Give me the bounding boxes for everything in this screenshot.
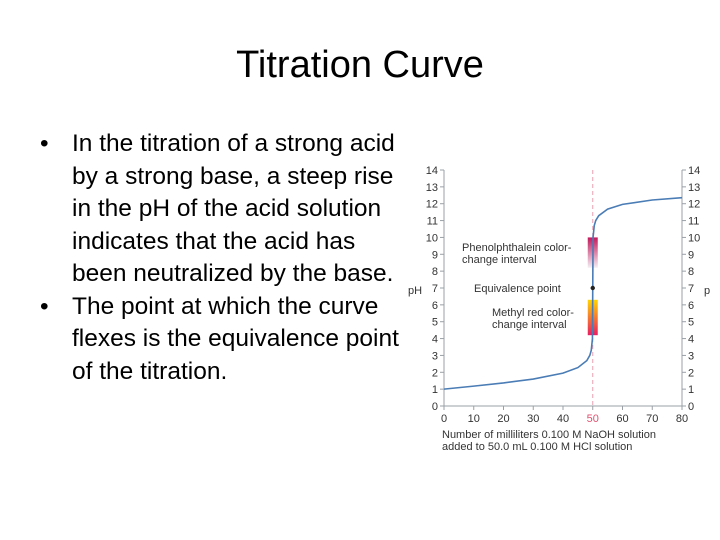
y-tick-label-left: 12 (426, 199, 438, 211)
x-tick-label: 60 (616, 413, 628, 425)
y-tick-label-left: 6 (432, 300, 438, 312)
y-tick-label-left: 5 (432, 317, 438, 329)
bullet-list: • In the titration of a strong acid by a… (40, 128, 410, 388)
x-tick-label: 10 (468, 413, 480, 425)
y-tick-label-left: 3 (432, 350, 438, 362)
phenolphthalein-label: Phenolphthalein color- (462, 242, 572, 254)
y-tick-label-left: 9 (432, 249, 438, 261)
phenolphthalein-label: change interval (462, 254, 537, 266)
y-tick-label-right: 12 (688, 199, 700, 211)
methyl-red-label: Methyl red color- (492, 307, 574, 319)
y-tick-label-right: 0 (688, 401, 694, 413)
y-tick-label-right: 7 (688, 283, 694, 295)
x-tick-label: 40 (557, 413, 569, 425)
bullet-text: The point at which the curve flexes is t… (72, 292, 399, 385)
x-tick-label: 20 (497, 413, 509, 425)
y-tick-label-left: 1 (432, 384, 438, 396)
y-tick-label-right: 14 (688, 165, 700, 177)
y-tick-label-right: 2 (688, 367, 694, 379)
x-tick-label: 70 (646, 413, 658, 425)
bullet-icon: • (40, 130, 49, 157)
y-tick-label-right: 10 (688, 232, 700, 244)
y-tick-label-right: 4 (688, 334, 694, 346)
y-tick-label-right: 9 (688, 249, 694, 261)
x-axis-label: Number of milliliters 0.100 M NaOH solut… (442, 429, 656, 441)
y-tick-label-right: 1 (688, 384, 694, 396)
bullet-text: In the titration of a strong acid by a s… (72, 130, 395, 287)
x-tick-label: 30 (527, 413, 539, 425)
equivalence-point-marker (590, 285, 595, 291)
y-tick-label-left: 4 (432, 334, 438, 346)
titration-curve (443, 196, 683, 390)
y-tick-label-right: 3 (688, 350, 694, 362)
y-axis-label-left: pH (408, 285, 422, 297)
x-tick-label: 50 (587, 413, 599, 425)
bullet-icon: • (40, 292, 49, 320)
bullet-item: • In the titration of a strong acid by a… (40, 128, 410, 291)
y-tick-label-right: 5 (688, 317, 694, 329)
methyl-red-label: change interval (492, 319, 567, 331)
y-tick-label-left: 7 (432, 283, 438, 295)
equivalence-label: Equivalence point (474, 283, 561, 295)
y-tick-label-left: 11 (427, 216, 438, 228)
y-tick-label-left: 2 (432, 367, 438, 379)
y-tick-label-left: 10 (426, 232, 438, 244)
slide-title: Titration Curve (236, 44, 484, 86)
y-tick-label-left: 8 (432, 266, 438, 278)
bullet-item: • The point at which the curve flexes is… (40, 291, 410, 389)
x-tick-label: 80 (676, 413, 688, 425)
x-tick-label: 0 (441, 413, 447, 425)
y-tick-label-left: 14 (426, 165, 438, 177)
y-tick-label-right: 11 (688, 216, 699, 228)
y-axis-label-right: pH (704, 285, 710, 297)
x-axis-label: added to 50.0 mL 0.100 M HCl solution (442, 441, 632, 453)
y-tick-label-right: 13 (688, 182, 700, 194)
y-tick-label-right: 6 (688, 300, 694, 312)
y-tick-label-left: 13 (426, 182, 438, 194)
y-tick-label-left: 0 (432, 401, 438, 413)
y-tick-label-right: 8 (688, 266, 694, 278)
